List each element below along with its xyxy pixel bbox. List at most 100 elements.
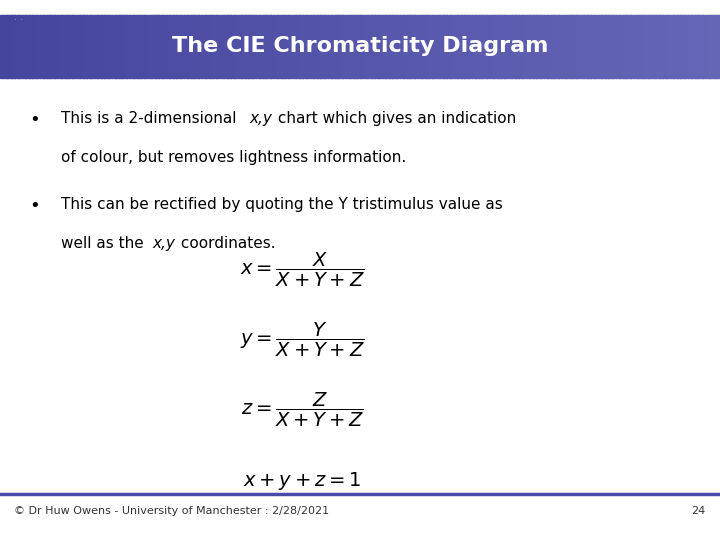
Bar [245, 15, 249, 78]
Bar [169, 15, 174, 78]
Bar [234, 15, 238, 78]
Text: •: • [29, 197, 40, 215]
Bar [630, 15, 634, 78]
Bar [187, 15, 192, 78]
Bar [216, 15, 220, 78]
Bar [18, 15, 22, 78]
Text: 24: 24 [691, 506, 706, 516]
Bar [158, 15, 163, 78]
Bar [108, 15, 112, 78]
Bar [94, 15, 98, 78]
Bar [526, 15, 530, 78]
Bar [468, 15, 472, 78]
Bar [572, 15, 577, 78]
Text: $x + y + z = 1$: $x + y + z = 1$ [243, 470, 361, 491]
Bar [547, 15, 552, 78]
Bar [428, 15, 433, 78]
Bar [212, 15, 217, 78]
Bar [11, 15, 15, 78]
Text: x,y: x,y [153, 236, 176, 251]
Bar [266, 15, 271, 78]
Bar [562, 15, 566, 78]
Bar [220, 15, 224, 78]
Bar [223, 15, 228, 78]
Bar [230, 15, 235, 78]
Bar [299, 15, 303, 78]
Bar [155, 15, 159, 78]
Text: $x = \dfrac{X}{X+Y+Z}$: $x = \dfrac{X}{X+Y+Z}$ [240, 251, 365, 289]
Bar [702, 15, 706, 78]
Bar [248, 15, 253, 78]
Bar [374, 15, 379, 78]
Text: $y = \dfrac{Y}{X+Y+Z}$: $y = \dfrac{Y}{X+Y+Z}$ [240, 321, 365, 359]
Bar [508, 15, 512, 78]
Bar [619, 15, 624, 78]
Bar [680, 15, 685, 78]
Bar [112, 15, 116, 78]
Bar [580, 15, 584, 78]
Bar [0, 15, 4, 78]
Bar [518, 15, 523, 78]
Bar [86, 15, 91, 78]
Bar [184, 15, 188, 78]
Bar [713, 15, 717, 78]
Bar [162, 15, 166, 78]
Text: The CIE Chromaticity Diagram: The CIE Chromaticity Diagram [172, 36, 548, 57]
Bar [385, 15, 390, 78]
Bar [400, 15, 404, 78]
Bar [22, 15, 26, 78]
Bar [479, 15, 483, 78]
Bar [360, 15, 364, 78]
Bar [576, 15, 580, 78]
Bar [151, 15, 156, 78]
Text: x,y: x,y [250, 111, 273, 126]
Bar [36, 15, 40, 78]
Bar [76, 15, 80, 78]
Bar [670, 15, 674, 78]
Bar [122, 15, 127, 78]
Bar [482, 15, 487, 78]
Bar [205, 15, 210, 78]
Text: $z = \dfrac{Z}{X+Y+Z}$: $z = \dfrac{Z}{X+Y+Z}$ [241, 392, 364, 429]
Bar [14, 15, 19, 78]
Bar [144, 15, 148, 78]
Bar [698, 15, 703, 78]
Bar [641, 15, 645, 78]
Bar [475, 15, 480, 78]
Bar [180, 15, 184, 78]
Bar [306, 15, 310, 78]
Bar [540, 15, 544, 78]
Bar [104, 15, 109, 78]
Bar [536, 15, 541, 78]
Bar [709, 15, 714, 78]
Bar [418, 15, 422, 78]
Bar [72, 15, 76, 78]
Bar [47, 15, 51, 78]
Bar [378, 15, 382, 78]
Bar [313, 15, 318, 78]
Bar [194, 15, 199, 78]
Bar [65, 15, 69, 78]
Bar [716, 15, 720, 78]
Bar [450, 15, 454, 78]
Bar [439, 15, 444, 78]
Bar [684, 15, 688, 78]
Bar [626, 15, 631, 78]
Bar [389, 15, 393, 78]
Bar [252, 15, 256, 78]
Bar [281, 15, 285, 78]
Bar [392, 15, 397, 78]
Bar [356, 15, 361, 78]
Bar [446, 15, 451, 78]
Bar [101, 15, 105, 78]
Text: © Dr Huw Owens - University of Manchester : 2/28/2021: © Dr Huw Owens - University of Mancheste… [14, 506, 330, 516]
Bar [673, 15, 678, 78]
Bar [83, 15, 87, 78]
Bar [598, 15, 602, 78]
Bar [61, 15, 66, 78]
Bar [97, 15, 102, 78]
Bar [371, 15, 375, 78]
Bar [590, 15, 595, 78]
Bar [410, 15, 415, 78]
Bar [511, 15, 516, 78]
